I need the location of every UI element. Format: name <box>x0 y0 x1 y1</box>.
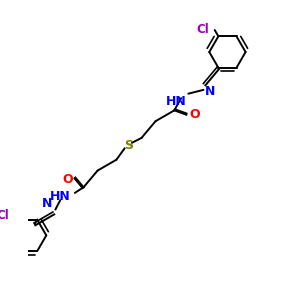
Text: HN: HN <box>50 190 70 203</box>
Text: Cl: Cl <box>0 209 9 222</box>
Text: N: N <box>205 85 216 98</box>
Text: HN: HN <box>166 94 187 108</box>
Text: O: O <box>62 173 73 186</box>
Text: O: O <box>189 108 200 121</box>
Text: S: S <box>124 139 133 152</box>
Text: Cl: Cl <box>196 22 209 36</box>
Text: N: N <box>42 197 52 211</box>
